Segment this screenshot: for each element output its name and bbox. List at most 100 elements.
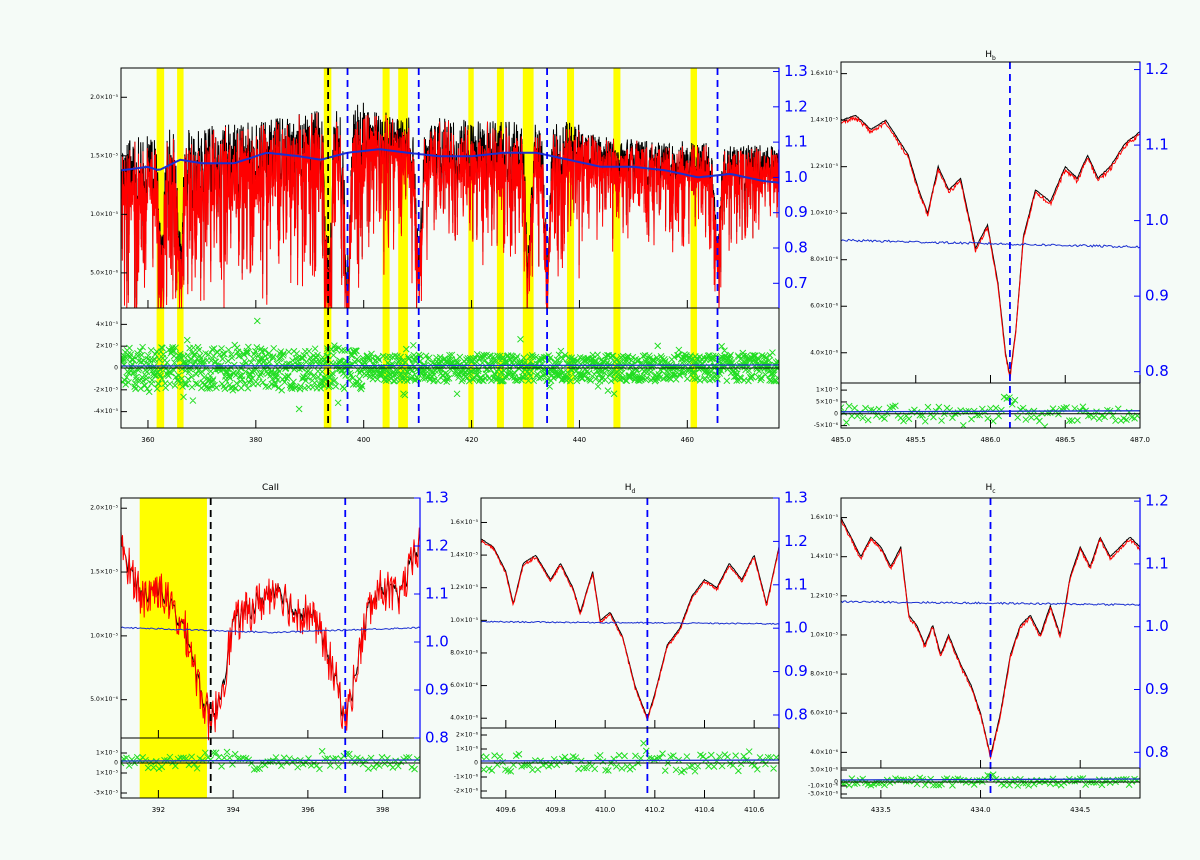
y-tick-label: 8.0×10⁻⁶ — [810, 671, 838, 678]
highlight-band — [567, 68, 575, 428]
residual-tick-label: -1.0×10⁻⁶ — [808, 783, 839, 790]
panel-title: Hb — [985, 50, 996, 62]
x-tick-label: 486.0 — [980, 436, 1000, 444]
right-tick-label: 1.2 — [425, 537, 449, 555]
continuum-curve — [481, 620, 779, 625]
right-tick-label: 1.2 — [1145, 492, 1169, 510]
right-tick-label: 0.9 — [425, 681, 449, 699]
panel-title-subscript: b — [992, 55, 996, 62]
right-tick-label: 0.7 — [784, 274, 808, 292]
residual-tick-label: -2×10⁻⁵ — [94, 386, 119, 393]
residual-tick-label: 0 — [834, 779, 838, 786]
residual-tick-label: 2×10⁻⁵ — [96, 343, 119, 350]
highlight-band — [496, 68, 504, 428]
y-tick-label: 1.0×10⁻⁵ — [90, 211, 118, 218]
right-tick-label: 1.0 — [1145, 617, 1169, 635]
right-tick-label: 0.8 — [784, 705, 808, 723]
panel-title: Hc — [985, 483, 995, 495]
x-tick-label: 434.5 — [1070, 806, 1090, 814]
residual-tick-label: -5×10⁻⁶ — [814, 422, 839, 429]
x-tick-label: 410.6 — [744, 806, 765, 814]
right-tick-label: 1.1 — [784, 133, 808, 151]
panel-Hb: 485.0 485.5 486.0 486.5 487.0 4.0×10⁻⁶ 6.0×10⁻… — [810, 50, 1169, 444]
residual-tick-label: 0 — [834, 410, 838, 417]
x-tick-label: 409.6 — [496, 806, 517, 814]
right-tick-label: 0.8 — [1145, 362, 1169, 380]
y-tick-label: 1.2×10⁻⁵ — [450, 584, 478, 591]
residual-points — [841, 393, 1140, 428]
y-tick-label: 1.0×10⁻⁵ — [90, 632, 118, 639]
panel-title-subscript: d — [631, 488, 635, 495]
y-tick-label: 4.0×10⁻⁶ — [450, 715, 478, 722]
right-tick-label: 1.0 — [784, 619, 808, 637]
y-tick-label: 1.4×10⁻⁵ — [810, 117, 838, 124]
x-tick-label: 440 — [573, 436, 586, 444]
highlight-band — [139, 498, 207, 798]
model-spectrum — [121, 527, 420, 741]
right-tick-label: 0.9 — [784, 662, 808, 680]
y-tick-label: 1.5×10⁻⁵ — [90, 569, 118, 576]
right-tick-label: 0.9 — [1145, 287, 1169, 305]
right-tick-label: 1.3 — [784, 62, 808, 80]
residual-tick-label: 2×10⁻⁶ — [456, 732, 479, 739]
x-tick-label: 410.2 — [645, 806, 665, 814]
panel-Hd: 409.6 409.8 410.0 410.2 410.4 410.6 4.0×10⁻⁶ 6.… — [450, 483, 808, 814]
residual-tick-label: -4×10⁻⁵ — [94, 408, 119, 415]
y-tick-label: 1.0×10⁻⁵ — [450, 617, 478, 624]
y-tick-label: 6.0×10⁻⁶ — [810, 710, 838, 717]
y-tick-label: 5.0×10⁻⁶ — [90, 269, 118, 276]
x-tick-label: 394 — [226, 806, 240, 814]
right-tick-label: 1.2 — [784, 532, 808, 550]
right-tick-label: 0.9 — [1145, 680, 1169, 698]
highlight-band — [690, 68, 698, 428]
x-tick-label: 486.5 — [1055, 436, 1075, 444]
y-tick-label: 1.6×10⁻⁵ — [450, 519, 478, 526]
residual-continuum-line — [121, 364, 779, 367]
panel-title-subscript: c — [992, 488, 995, 495]
right-tick-label: 1.0 — [425, 633, 449, 651]
observed-spectrum — [481, 538, 779, 719]
highlight-band — [613, 68, 621, 428]
model-spectrum — [121, 112, 779, 309]
x-tick-label: 485.5 — [906, 436, 926, 444]
residual-tick-label: 1×10⁻⁵ — [96, 770, 119, 777]
residual-continuum-line — [121, 759, 420, 762]
residual-continuum-line — [841, 410, 1140, 413]
y-tick-label: 1.0×10⁻⁵ — [810, 631, 838, 638]
residual-tick-label: 1×10⁻⁵ — [96, 750, 119, 757]
y-tick-label: 4.0×10⁻⁶ — [810, 349, 838, 356]
residual-tick-label: -1×10⁻⁶ — [454, 774, 479, 781]
highlight-band — [382, 68, 390, 428]
right-tick-label: 1.0 — [784, 168, 808, 186]
right-tick-label: 1.1 — [784, 575, 808, 593]
residual-tick-label: 5×10⁻⁶ — [816, 398, 839, 405]
y-tick-label: 1.4×10⁻⁵ — [810, 553, 838, 560]
right-tick-label: 1.3 — [784, 489, 808, 507]
x-tick-label: 410.0 — [595, 806, 615, 814]
residual-tick-label: 1×10⁻⁵ — [816, 387, 839, 394]
right-tick-label: 1.2 — [1145, 60, 1169, 78]
x-tick-label: 460 — [681, 436, 694, 444]
x-tick-label: 433.5 — [871, 806, 891, 814]
x-tick-label: 420 — [465, 436, 478, 444]
y-tick-label: 8.0×10⁻⁶ — [450, 649, 478, 656]
x-tick-label: 396 — [301, 806, 315, 814]
x-tick-label: 487.0 — [1130, 436, 1150, 444]
plot-area-Hb — [841, 62, 1140, 428]
continuum-curve — [841, 238, 1140, 249]
right-tick-label: 0.8 — [425, 729, 449, 747]
residual-points — [481, 739, 779, 776]
y-tick-label: 6.0×10⁻⁶ — [810, 303, 838, 310]
y-tick-label: 6.0×10⁻⁶ — [450, 682, 478, 689]
y-tick-label: 1.5×10⁻⁵ — [90, 152, 118, 159]
residual-tick-label: -2×10⁻⁶ — [454, 788, 479, 795]
panel-Hc: 433.5 434.0 434.5 4.0×10⁻⁶ 6.0×10⁻⁶ 8.0×10⁻⁶ 1… — [808, 483, 1169, 814]
x-tick-label: 398 — [376, 806, 389, 814]
residual-tick-label: 3.0×10⁻⁶ — [810, 767, 838, 774]
right-tick-label: 0.8 — [1145, 743, 1169, 761]
y-tick-label: 1.2×10⁻⁵ — [810, 163, 838, 170]
y-tick-label: 4.0×10⁻⁶ — [810, 749, 838, 756]
residual-tick-label: 0 — [474, 760, 478, 767]
residual-tick-label: -3.0×10⁻⁶ — [808, 791, 839, 798]
